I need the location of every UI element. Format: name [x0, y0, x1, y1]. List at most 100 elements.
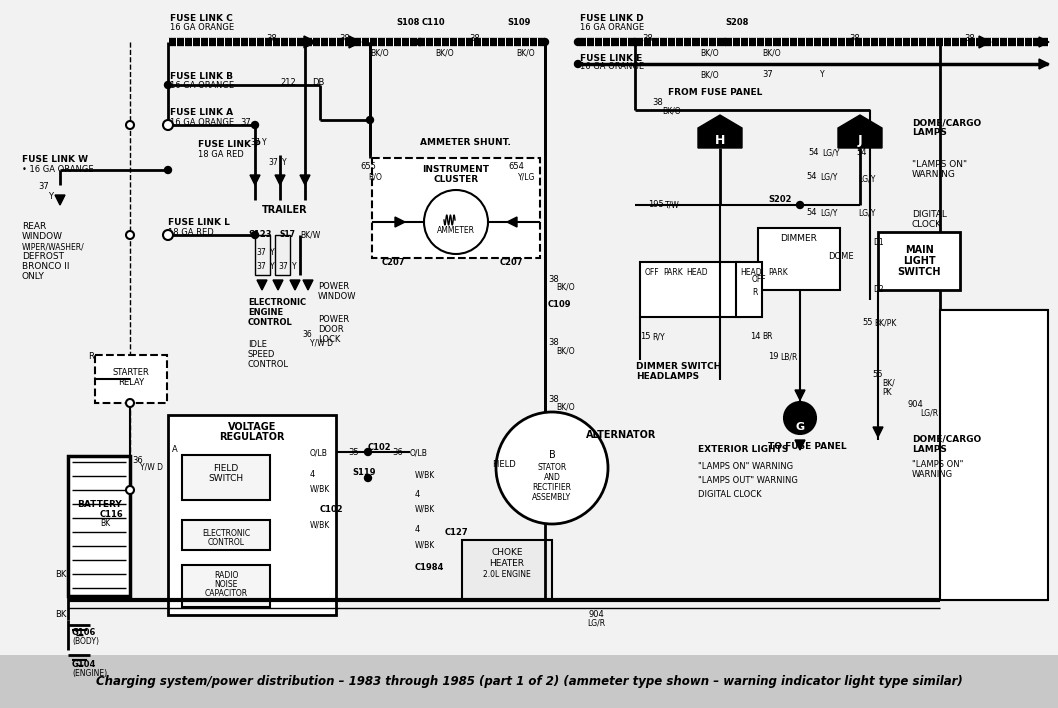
Circle shape: [574, 38, 582, 45]
Text: Y: Y: [270, 262, 275, 271]
Text: DIMMER SWITCH: DIMMER SWITCH: [636, 362, 722, 371]
Polygon shape: [250, 175, 260, 185]
Text: R: R: [752, 288, 758, 297]
Circle shape: [365, 448, 371, 455]
Polygon shape: [838, 115, 882, 148]
Text: 16 GA ORANGE: 16 GA ORANGE: [170, 23, 234, 32]
Text: 37: 37: [256, 248, 266, 257]
Text: (BODY): (BODY): [72, 637, 99, 646]
Polygon shape: [303, 280, 313, 290]
Text: 18 GA RED: 18 GA RED: [168, 228, 214, 237]
Text: 2.0L ENGINE: 2.0L ENGINE: [484, 570, 531, 579]
Text: WARNING: WARNING: [912, 170, 955, 179]
Text: FUSE LINK E: FUSE LINK E: [580, 54, 642, 63]
Circle shape: [632, 38, 638, 45]
Text: FUSE LINK A: FUSE LINK A: [170, 108, 233, 117]
Text: LIGHT: LIGHT: [902, 256, 935, 266]
Bar: [182, 520, 270, 550]
Text: CLOCK: CLOCK: [912, 220, 942, 229]
Text: C102: C102: [368, 443, 391, 452]
Circle shape: [126, 486, 134, 494]
Circle shape: [574, 60, 582, 67]
Bar: [462, 540, 552, 600]
Text: 54: 54: [806, 208, 817, 217]
Text: BK/: BK/: [882, 378, 895, 387]
Text: S202: S202: [768, 195, 791, 204]
Text: G104: G104: [72, 660, 96, 669]
Bar: [758, 228, 840, 290]
Text: G106: G106: [72, 628, 96, 637]
Polygon shape: [304, 36, 316, 48]
Text: FUSE LINK P: FUSE LINK P: [198, 140, 260, 149]
Text: 54: 54: [856, 148, 867, 157]
Text: PARK: PARK: [663, 268, 682, 277]
Text: Y: Y: [820, 70, 824, 79]
Text: 38: 38: [548, 395, 559, 404]
Bar: [182, 455, 270, 500]
Text: 36: 36: [302, 330, 312, 339]
Text: STATOR: STATOR: [537, 463, 567, 472]
Text: R: R: [88, 352, 94, 361]
Text: LAMPS: LAMPS: [912, 445, 947, 454]
Text: O/LB: O/LB: [411, 448, 427, 457]
Text: 38: 38: [965, 34, 975, 43]
Text: DOME/CARGO: DOME/CARGO: [912, 118, 981, 127]
Text: ASSEMBLY: ASSEMBLY: [532, 493, 571, 502]
Text: W/BK: W/BK: [415, 470, 435, 479]
Text: SPEED: SPEED: [248, 350, 275, 359]
Text: Y: Y: [292, 262, 296, 271]
Text: 904: 904: [908, 400, 924, 409]
Text: IDLE: IDLE: [248, 340, 267, 349]
Text: DIGITAL CLOCK: DIGITAL CLOCK: [698, 490, 762, 499]
Text: LAMPS: LAMPS: [912, 128, 947, 137]
Text: PARK: PARK: [768, 268, 788, 277]
Text: BK: BK: [55, 570, 67, 579]
Text: 54: 54: [806, 172, 817, 181]
Text: C1984: C1984: [415, 563, 444, 572]
Text: 38: 38: [548, 338, 559, 347]
Circle shape: [164, 81, 171, 88]
Bar: [372, 158, 540, 258]
Circle shape: [797, 202, 803, 208]
Text: BK/O: BK/O: [662, 106, 680, 115]
Text: AMMETER SHUNT.: AMMETER SHUNT.: [420, 138, 511, 147]
Text: CONTROL: CONTROL: [248, 360, 289, 369]
Text: C109: C109: [548, 300, 571, 309]
Text: CLUSTER: CLUSTER: [434, 175, 478, 184]
Text: WIPER/WASHER/: WIPER/WASHER/: [22, 242, 85, 251]
Circle shape: [366, 117, 373, 123]
Bar: [736, 262, 762, 317]
Text: FROM FUSE PANEL: FROM FUSE PANEL: [668, 88, 763, 97]
Text: DOME/CARGO: DOME/CARGO: [912, 435, 981, 444]
Text: S108: S108: [396, 18, 419, 27]
Text: 38: 38: [267, 34, 277, 43]
Text: REGULATOR: REGULATOR: [219, 432, 285, 442]
Text: STARTER: STARTER: [112, 368, 149, 377]
Circle shape: [302, 38, 309, 45]
Polygon shape: [257, 280, 267, 290]
Bar: [168, 415, 336, 615]
Circle shape: [496, 412, 608, 524]
Text: LG/R: LG/R: [920, 408, 938, 417]
Text: RECTIFIER: RECTIFIER: [532, 483, 571, 492]
Polygon shape: [795, 390, 805, 400]
Text: POWER: POWER: [318, 282, 349, 291]
Text: ONLY: ONLY: [22, 272, 44, 281]
Text: EXTERIOR LIGHTS: EXTERIOR LIGHTS: [698, 445, 788, 454]
Text: TRAILER: TRAILER: [262, 205, 308, 215]
Circle shape: [163, 230, 174, 240]
Text: O/LB: O/LB: [310, 448, 328, 457]
Circle shape: [126, 121, 134, 129]
Text: D1: D1: [873, 238, 883, 247]
Polygon shape: [979, 36, 991, 48]
Text: LG/Y: LG/Y: [858, 175, 875, 184]
Text: • 16 GA ORANGE: • 16 GA ORANGE: [22, 165, 93, 174]
Text: Y: Y: [48, 192, 53, 201]
Bar: [878, 232, 960, 290]
Text: S208: S208: [725, 18, 748, 27]
Text: BK/PK: BK/PK: [874, 318, 896, 327]
Text: 18 GA RED: 18 GA RED: [198, 150, 243, 159]
Text: 16 GA ORANGE: 16 GA ORANGE: [170, 81, 234, 90]
Text: 654: 654: [508, 162, 524, 171]
Text: Y: Y: [262, 138, 267, 147]
